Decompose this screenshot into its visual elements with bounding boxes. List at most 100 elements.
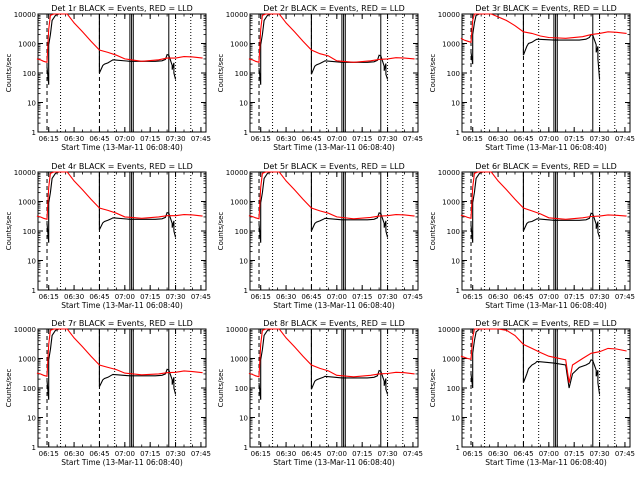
series-line-events	[258, 13, 389, 85]
y-tick-label: 10	[451, 415, 460, 423]
chart-panel-1: Det 1r BLACK = Events, RED = LLD 1 10 100 10…	[5, 4, 211, 152]
x-tick-label: 07:30	[377, 293, 397, 301]
x-tick-label: 06:30	[64, 293, 84, 301]
series-line-lld	[248, 328, 415, 378]
x-tick-label: 07:00	[539, 450, 559, 458]
x-tick-label: 07:30	[165, 135, 185, 143]
x-tick-label: 07:00	[539, 135, 559, 143]
x-tick-label: 07:45	[191, 450, 211, 458]
y-tick-label: 1	[456, 287, 460, 295]
chart-panel-4: Det 4r BLACK = Events, RED = LLD 1 10 100 10…	[5, 162, 211, 310]
x-tick-label: 07:00	[539, 293, 559, 301]
plot-frame	[249, 171, 419, 291]
x-tick-label: 06:30	[488, 450, 508, 458]
y-tick-label: 10000	[14, 11, 36, 19]
y-tick-label: 10000	[438, 326, 460, 334]
x-tick-label: 07:45	[403, 135, 423, 143]
x-tick-label: 06:15	[251, 450, 271, 458]
x-tick-label: 07:45	[403, 293, 423, 301]
x-tick-label: 07:00	[327, 135, 347, 143]
plot-frame	[461, 328, 631, 448]
chart-title: Det 4r BLACK = Events, RED = LLD	[51, 162, 193, 171]
x-tick-label: 06:15	[39, 450, 59, 458]
x-tick-label: 07:00	[327, 293, 347, 301]
x-tick-label: 07:30	[165, 450, 185, 458]
chart-title: Det 8r BLACK = Events, RED = LLD	[263, 319, 405, 328]
y-tick-label: 10000	[226, 326, 248, 334]
x-tick-label: 07:45	[615, 450, 635, 458]
y-tick-label: 1000	[18, 41, 36, 49]
y-tick-label: 1000	[442, 356, 460, 364]
y-axis-label: Counts/sec	[5, 54, 13, 93]
y-tick-label: 10000	[14, 169, 36, 177]
x-tick-label: 06:45	[89, 293, 109, 301]
x-tick-label: 06:15	[463, 450, 483, 458]
x-tick-label: 07:15	[564, 135, 584, 143]
plot-frame	[461, 13, 631, 133]
y-tick-label: 100	[23, 385, 36, 393]
y-axis-label: Counts/sec	[5, 212, 13, 251]
x-tick-label: 07:30	[589, 293, 609, 301]
series-line-lld	[460, 171, 627, 220]
x-tick-label: 07:15	[352, 450, 372, 458]
x-tick-label: 07:15	[140, 293, 160, 301]
x-tick-label: 07:00	[327, 450, 347, 458]
y-tick-label: 100	[447, 228, 460, 236]
x-tick-label: 07:45	[615, 135, 635, 143]
x-tick-label: 07:45	[191, 293, 211, 301]
chart-title: Det 6r BLACK = Events, RED = LLD	[475, 162, 617, 171]
y-tick-label: 1	[32, 129, 36, 137]
x-tick-label: 07:30	[377, 135, 397, 143]
x-tick-label: 06:15	[39, 135, 59, 143]
series-line-lld	[36, 171, 203, 221]
series-line-events	[470, 328, 601, 395]
plot-frame	[249, 328, 419, 448]
chart-title: Det 3r BLACK = Events, RED = LLD	[475, 4, 617, 13]
series-line-events	[258, 328, 389, 400]
series-line-events	[258, 171, 389, 243]
x-tick-label: 06:45	[513, 450, 533, 458]
x-tick-label: 06:15	[463, 293, 483, 301]
chart-panel-7: Det 7r BLACK = Events, RED = LLD 1 10 100 10…	[5, 319, 211, 467]
x-axis-label: Start Time (13-Mar-11 06:08:40)	[485, 143, 607, 152]
y-tick-label: 1000	[230, 41, 248, 49]
series-line-events	[470, 171, 601, 243]
y-axis-label: Counts/sec	[217, 369, 225, 408]
x-tick-label: 06:30	[276, 450, 296, 458]
y-tick-label: 10	[27, 258, 36, 266]
x-tick-label: 07:15	[564, 293, 584, 301]
series-line-lld	[460, 328, 627, 383]
chart-title: Det 2r BLACK = Events, RED = LLD	[263, 4, 405, 13]
plot-frame	[249, 13, 419, 133]
x-tick-label: 06:45	[301, 135, 321, 143]
y-tick-label: 1	[244, 444, 248, 452]
chart-panel-8: Det 8r BLACK = Events, RED = LLD 1 10 100 10…	[217, 319, 423, 467]
y-axis-label: Counts/sec	[5, 369, 13, 408]
x-tick-label: 07:30	[377, 450, 397, 458]
series-line-lld	[248, 171, 415, 220]
x-tick-label: 06:15	[463, 135, 483, 143]
y-tick-label: 10000	[438, 169, 460, 177]
y-tick-label: 10000	[226, 11, 248, 19]
plot-frame	[37, 328, 207, 448]
x-axis-label: Start Time (13-Mar-11 06:08:40)	[61, 301, 183, 310]
series-line-lld	[460, 13, 627, 44]
x-tick-label: 07:45	[615, 293, 635, 301]
chart-panel-6: Det 6r BLACK = Events, RED = LLD 1 10 100 10…	[429, 162, 635, 310]
x-tick-label: 06:30	[276, 135, 296, 143]
chart-panel-5: Det 5r BLACK = Events, RED = LLD 1 10 100 10…	[217, 162, 423, 310]
x-tick-label: 07:15	[352, 293, 372, 301]
x-tick-label: 06:45	[513, 293, 533, 301]
y-tick-label: 1	[456, 129, 460, 137]
x-tick-label: 06:45	[89, 135, 109, 143]
y-axis-label: Counts/sec	[217, 212, 225, 251]
y-tick-label: 1	[456, 444, 460, 452]
x-axis-label: Start Time (13-Mar-11 06:08:40)	[273, 301, 395, 310]
y-tick-label: 1000	[230, 199, 248, 207]
y-tick-label: 10000	[226, 169, 248, 177]
x-tick-label: 06:45	[301, 293, 321, 301]
y-tick-label: 10	[239, 415, 248, 423]
x-tick-label: 07:00	[115, 293, 135, 301]
x-tick-label: 07:00	[115, 135, 135, 143]
y-tick-label: 1000	[230, 356, 248, 364]
